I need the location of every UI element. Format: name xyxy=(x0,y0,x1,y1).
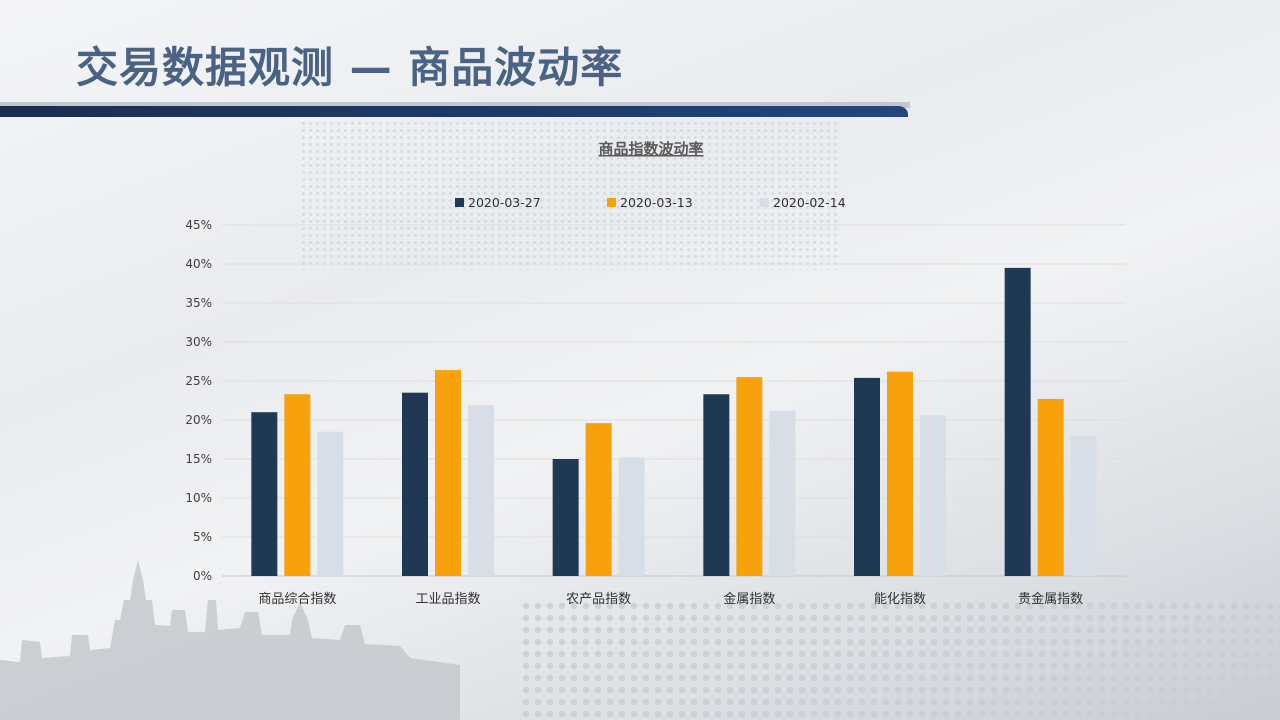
bar xyxy=(585,423,612,576)
x-tick-label: 金属指数 xyxy=(723,591,775,607)
city-skyline-decoration xyxy=(0,560,460,720)
y-tick-label: 45% xyxy=(185,218,212,232)
bar xyxy=(284,394,311,576)
decorative-dot-pattern xyxy=(520,600,1280,720)
bar xyxy=(1004,267,1031,576)
bar xyxy=(552,459,579,576)
x-tick-label: 农产品指数 xyxy=(566,592,631,607)
y-tick-label: 5% xyxy=(193,530,212,544)
legend-swatch xyxy=(760,198,769,207)
y-tick-label: 15% xyxy=(185,452,212,466)
chart-legend: 2020-03-27 2020-03-13 2020-02-14 xyxy=(455,195,846,210)
x-tick-label: 贵金属指数 xyxy=(1018,591,1083,607)
bar xyxy=(402,392,428,576)
y-tick-label: 10% xyxy=(185,491,212,505)
bar xyxy=(920,415,946,576)
chart-gridlines xyxy=(222,224,1126,577)
legend-swatch xyxy=(607,198,616,207)
bar xyxy=(736,377,763,576)
x-tick-label: 能化指数 xyxy=(874,592,926,607)
legend-item: 2020-02-14 xyxy=(760,195,846,210)
bar xyxy=(1070,435,1097,576)
chart-title: 商品指数波动率 xyxy=(598,140,703,158)
legend-label: 2020-03-13 xyxy=(620,195,693,210)
y-axis-ticks: 0% 5% 10% 15% 20% 25% 30% 35% 40% 45% xyxy=(185,218,212,583)
legend-item: 2020-03-13 xyxy=(607,195,693,210)
title-bar-shadow xyxy=(0,102,910,108)
x-axis-ticks: 商品综合指数 工业品指数 农产品指数 金属指数 能化指数 贵金属指数 xyxy=(258,591,1083,607)
legend-label: 2020-02-14 xyxy=(773,195,846,210)
x-tick-label: 工业品指数 xyxy=(415,592,480,607)
bar xyxy=(251,412,278,576)
legend-item: 2020-03-27 xyxy=(455,195,541,210)
y-tick-label: 40% xyxy=(185,257,212,271)
bar xyxy=(703,394,730,576)
bar xyxy=(435,370,461,576)
legend-label: 2020-03-27 xyxy=(468,195,541,210)
chart-bars xyxy=(251,267,1097,576)
bar xyxy=(854,377,880,576)
y-tick-label: 35% xyxy=(185,296,212,310)
y-tick-label: 0% xyxy=(193,569,212,583)
world-map-dots xyxy=(300,120,840,270)
bar xyxy=(468,405,494,576)
title-bar xyxy=(0,106,908,117)
x-tick-label: 商品综合指数 xyxy=(258,592,336,607)
y-tick-label: 30% xyxy=(185,335,212,349)
legend-swatch xyxy=(455,198,464,207)
slide-title: 交易数据观测 — 商品波动率 xyxy=(76,43,624,92)
y-tick-label: 20% xyxy=(185,413,212,427)
bar xyxy=(618,457,645,576)
bar xyxy=(1037,398,1064,576)
bar xyxy=(769,410,796,576)
y-tick-label: 25% xyxy=(185,374,212,388)
bar xyxy=(317,431,344,576)
bar xyxy=(887,371,913,576)
